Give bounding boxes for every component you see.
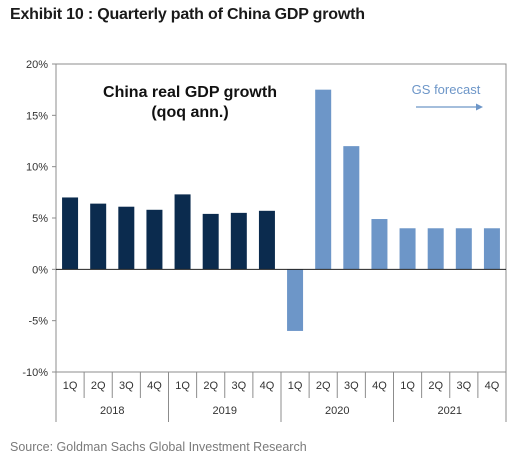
- x-tick-label: 4Q: [147, 380, 162, 392]
- y-tick-label: 0%: [32, 264, 48, 276]
- x-tick-label: 4Q: [485, 380, 500, 392]
- bar-12: [371, 219, 388, 270]
- x-tick-label: 2Q: [428, 380, 443, 392]
- source-note: Source: Goldman Sachs Global Investment …: [10, 440, 307, 454]
- bar-7: [230, 212, 247, 270]
- bar-15: [455, 228, 472, 270]
- bar-1: [62, 197, 79, 270]
- bars: [62, 89, 500, 331]
- x-tick-label: 4Q: [260, 380, 275, 392]
- x-tick-label: 2Q: [316, 380, 331, 392]
- bar-6: [202, 213, 219, 270]
- bar-8: [258, 210, 275, 270]
- forecast-annotation: GS forecast: [412, 82, 481, 97]
- x-tick-label: 1Q: [63, 380, 78, 392]
- bar-10: [315, 89, 332, 270]
- bar-13: [399, 228, 416, 270]
- chart-title: China real GDP growth: [103, 84, 277, 101]
- bar-5: [174, 194, 191, 270]
- y-tick-label: -10%: [22, 367, 48, 379]
- bar-14: [427, 228, 444, 270]
- bar-2: [90, 203, 107, 270]
- year-label: 2021: [438, 405, 462, 417]
- y-tick-label: 5%: [32, 213, 48, 225]
- bar-16: [483, 228, 500, 270]
- forecast-arrow: [416, 103, 483, 111]
- x-tick-label: 3Q: [344, 380, 359, 392]
- x-tick-label: 4Q: [372, 380, 387, 392]
- y-axis: -10% -5% 0% 5% 10% 15% 20%: [22, 59, 56, 379]
- x-tick-label: 1Q: [175, 380, 190, 392]
- year-label: 2020: [325, 405, 349, 417]
- y-tick-label: 10%: [26, 162, 48, 174]
- bar-3: [118, 206, 135, 270]
- chart-subtitle: (qoq ann.): [151, 104, 228, 121]
- bar-9: [287, 269, 304, 331]
- x-tick-label: 3Q: [119, 380, 134, 392]
- x-axis: 1Q 2Q 3Q 4Q 1Q 2Q 3Q 4Q 1Q 2Q 3Q 4Q 1Q 2Q 3Q 4Q 2018 2019…: [55, 372, 507, 422]
- y-tick-label: 15%: [26, 110, 48, 122]
- x-tick-label: 1Q: [288, 380, 303, 392]
- x-tick-label: 3Q: [456, 380, 471, 392]
- x-tick-label: 1Q: [400, 380, 415, 392]
- bar-4: [146, 209, 163, 270]
- bar-11: [343, 146, 360, 270]
- x-tick-label: 3Q: [231, 380, 246, 392]
- y-tick-label: -5%: [28, 316, 48, 328]
- y-tick-label: 20%: [26, 59, 48, 71]
- x-tick-label: 2Q: [91, 380, 106, 392]
- x-tick-label: 2Q: [203, 380, 218, 392]
- exhibit-title: Exhibit 10 : Quarterly path of China GDP…: [10, 6, 365, 23]
- year-label: 2019: [213, 405, 237, 417]
- year-label: 2018: [100, 405, 124, 417]
